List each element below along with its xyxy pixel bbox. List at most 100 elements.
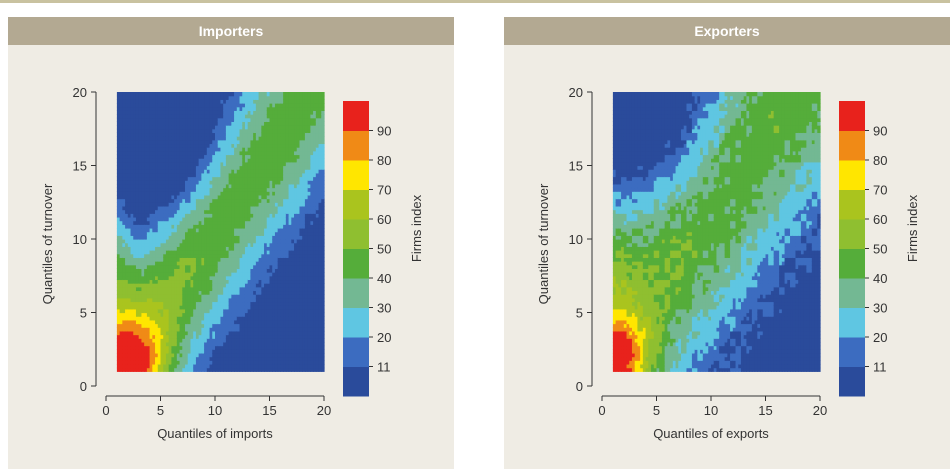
heatmap-cell — [144, 99, 148, 104]
heatmap-cell — [179, 143, 183, 148]
heatmap-cell — [195, 213, 200, 218]
heatmap-cell — [217, 356, 222, 361]
heatmap-cell — [130, 150, 134, 156]
heatmap-cell — [234, 360, 238, 365]
heatmap-cell — [255, 183, 260, 189]
heatmap-cell — [294, 246, 298, 251]
heatmap-cell — [179, 95, 183, 100]
heatmap-cell — [206, 360, 211, 365]
heatmap-cell — [250, 345, 254, 350]
heatmap-cell — [125, 139, 129, 145]
heatmap-cell — [288, 117, 292, 122]
heatmap-cell — [138, 213, 143, 218]
heatmap-cell — [133, 334, 137, 339]
heatmap-cell — [220, 161, 224, 167]
heatmap-cell — [212, 301, 216, 306]
heatmap-cell — [193, 121, 197, 126]
heatmap-cell — [215, 143, 219, 148]
heatmap-cell — [255, 301, 260, 306]
heatmap-cell — [185, 231, 189, 236]
heatmap-cell — [127, 132, 132, 137]
heatmap-cell — [168, 202, 172, 207]
heatmap-cell — [179, 294, 183, 299]
heatmap-cell — [198, 312, 202, 317]
heatmap-cell — [264, 136, 268, 141]
heatmap-cell — [198, 187, 202, 192]
heatmap-cell — [176, 290, 181, 295]
heatmap-cell — [127, 139, 132, 145]
heatmap-cell — [157, 268, 162, 273]
heatmap-cell — [209, 136, 213, 141]
heatmap-cell — [242, 191, 246, 196]
heatmap-cell — [182, 283, 186, 288]
heatmap-cell — [179, 261, 183, 266]
heatmap-cell — [244, 187, 249, 192]
heatmap-cell — [152, 235, 156, 240]
heatmap-cell — [201, 147, 205, 152]
heatmap-cell — [220, 239, 224, 244]
heatmap-cell — [138, 345, 143, 350]
heatmap-cell — [176, 319, 181, 325]
heatmap-cell — [157, 235, 162, 240]
heatmap-cell — [138, 363, 143, 369]
heatmap-cell — [212, 132, 216, 137]
heatmap-cell — [234, 128, 238, 134]
heatmap-cell — [288, 239, 292, 244]
heatmap-cell — [119, 261, 123, 266]
heatmap-cell — [122, 301, 126, 306]
heatmap-cell — [272, 268, 276, 273]
heatmap-cell — [198, 367, 202, 372]
heatmap-cell — [176, 250, 181, 255]
heatmap-cell — [277, 183, 281, 189]
heatmap-cell — [125, 154, 129, 159]
heatmap-cell — [187, 117, 192, 122]
heatmap-cell — [212, 191, 216, 196]
heatmap-cell — [119, 150, 123, 156]
heatmap-cell — [209, 356, 213, 361]
heatmap-cell — [288, 341, 292, 347]
heatmap-cell — [149, 363, 153, 369]
heatmap-cell — [144, 345, 148, 350]
heatmap-cell — [272, 341, 276, 347]
heatmap-cell — [261, 132, 265, 137]
heatmap-cell — [163, 92, 167, 97]
heatmap-cell — [195, 330, 200, 336]
heatmap-cell — [163, 283, 167, 288]
heatmap-cell — [182, 209, 186, 214]
heatmap-cell — [225, 305, 230, 310]
heatmap-cell — [277, 172, 281, 178]
heatmap-cell — [185, 198, 189, 203]
heatmap-cell — [185, 150, 189, 156]
heatmap-cell — [231, 106, 235, 111]
heatmap-cell — [146, 165, 151, 170]
heatmap-cell — [269, 257, 273, 262]
heatmap-cell — [236, 352, 241, 358]
heatmap-cell — [152, 213, 156, 218]
heatmap-cell — [217, 95, 222, 100]
heatmap-cell — [209, 191, 213, 196]
heatmap-cell — [182, 106, 186, 111]
heatmap-cell — [171, 290, 175, 295]
heatmap-cell — [234, 327, 238, 332]
heatmap-cell — [225, 227, 230, 233]
heatmap-cell — [285, 316, 290, 321]
heatmap-cell — [146, 205, 151, 211]
heatmap-cell — [135, 275, 140, 281]
heatmap-cell — [187, 165, 192, 170]
heatmap-cell — [141, 312, 145, 317]
heatmap-cell — [209, 257, 213, 262]
heatmap-cell — [253, 106, 257, 111]
heatmap-cell — [272, 327, 276, 332]
heatmap-cell — [176, 180, 181, 185]
heatmap-cell — [269, 227, 273, 233]
heatmap-cell — [236, 176, 241, 181]
heatmap-cell — [119, 341, 123, 347]
heatmap-cell — [130, 180, 134, 185]
heatmap-cell — [155, 183, 159, 189]
heatmap-cell — [269, 341, 273, 347]
heatmap-cell — [193, 99, 197, 104]
heatmap-cell — [244, 110, 249, 115]
heatmap-cell — [258, 312, 262, 317]
heatmap-cell — [217, 246, 222, 251]
heatmap-cell — [215, 250, 219, 255]
